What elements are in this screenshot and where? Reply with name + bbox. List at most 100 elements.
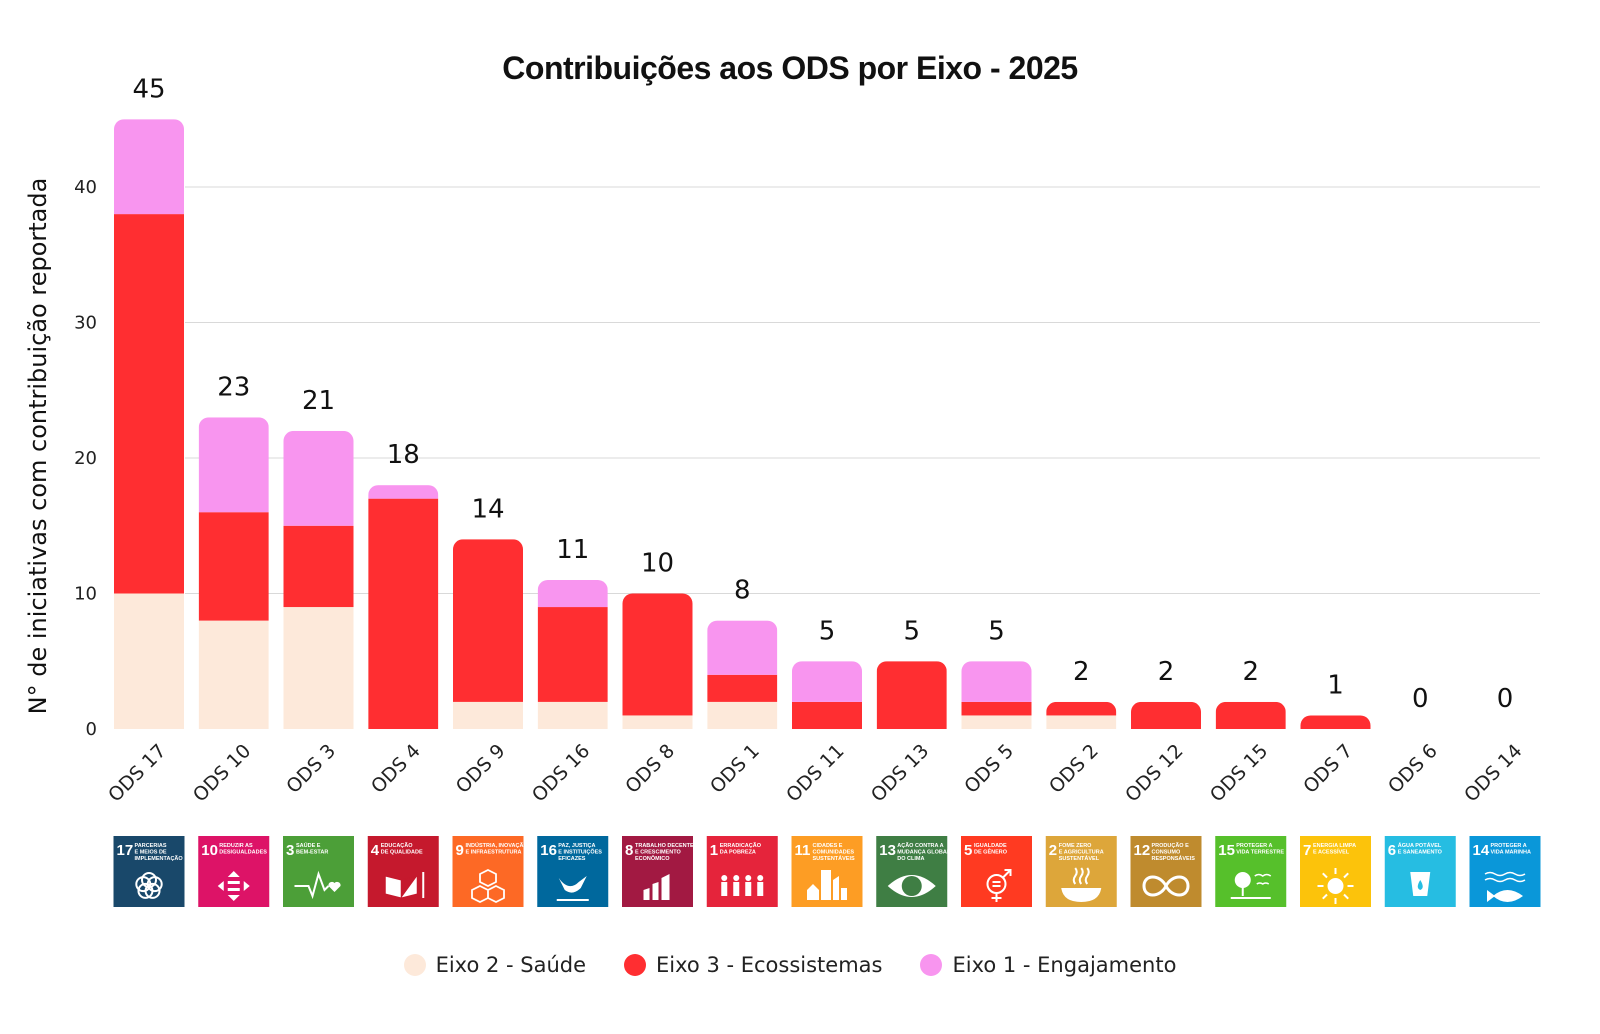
sdg-label: E AGRICULTURA (1059, 850, 1104, 856)
bar-segment (622, 715, 693, 729)
data-label: 5 (903, 616, 920, 646)
bar-segment (198, 417, 269, 513)
x-tick-label: ODS 2 (1045, 740, 1103, 798)
sdg-number: 1 (710, 842, 718, 859)
sdg-label: FOME ZERO (1059, 843, 1092, 849)
data-label: 0 (1412, 684, 1429, 714)
sdg-number: 9 (456, 842, 464, 859)
bar-ods-13 (876, 661, 947, 729)
data-label: 14 (471, 494, 504, 524)
bar-segment (537, 579, 608, 608)
bar-segment (707, 674, 778, 702)
bar-ods-7 (1300, 715, 1371, 729)
bar-segment (537, 701, 608, 729)
sdg-label: IMPLEMENTAÇÃO (135, 855, 184, 862)
y-tick-label: 0 (86, 719, 97, 740)
sdg-label: BEM-ESTAR (296, 850, 328, 856)
data-label: 2 (1073, 657, 1090, 687)
sdg-label: E INFRAESTRUTURA (466, 850, 522, 856)
sdg-label: CONSUMO (1152, 850, 1181, 856)
data-label: 10 (641, 549, 674, 579)
x-tick-label: ODS 15 (1206, 740, 1272, 806)
sdg-label: PROTEGER A (1491, 843, 1527, 849)
sdg-label: REDUZIR AS (219, 843, 253, 849)
bar-segment (198, 620, 269, 729)
sdg-label: INDÚSTRIA, INOVAÇÃO (466, 842, 529, 849)
x-tick-label: ODS 16 (528, 740, 594, 806)
sdg-label: SAÚDE E (296, 842, 321, 849)
sdg-number: 3 (286, 842, 294, 859)
data-label: 23 (217, 372, 250, 402)
bar-segment (283, 525, 354, 608)
bar-segment (283, 430, 354, 526)
x-tick-label: ODS 14 (1460, 740, 1526, 806)
sdg-label: DO CLIMA (897, 856, 924, 862)
bar-segment (283, 607, 354, 729)
sdg-number: 4 (371, 842, 380, 859)
sdg-label: VIDA TERRESTRE (1236, 850, 1284, 856)
bar-ods-11 (792, 661, 862, 729)
legend: Eixo 2 - Saúde Eixo 3 - Ecossistemas Eixo … (0, 953, 1580, 977)
bar-segment (876, 661, 947, 729)
sdg-number: 5 (964, 842, 972, 859)
sun-power-icon (1317, 868, 1354, 904)
bar-segment (537, 607, 608, 702)
data-label: 0 (1497, 684, 1514, 714)
legend-label: Eixo 3 - Ecossistemas (656, 953, 883, 977)
bar-ods-3 (283, 430, 354, 729)
equality-arrows-icon (217, 871, 250, 901)
bar-ods-12 (1131, 701, 1201, 729)
bar-segment (198, 512, 269, 621)
dove-icon (556, 876, 589, 901)
sdg-label: EDUCAÇÃO (381, 842, 414, 849)
sdg-number: 2 (1049, 842, 1057, 859)
sdg-label: E CRESCIMENTO (635, 850, 681, 856)
bar-segment (368, 498, 439, 729)
bar-segment (961, 661, 1032, 702)
sdg-label: SUSTENTÁVEIS (813, 855, 856, 862)
bars (100, 119, 1560, 743)
bar-ods-10 (198, 417, 269, 729)
bar-segment (114, 214, 184, 594)
sdg-label: PAZ, JUSTIÇA (558, 843, 595, 849)
sdg-label: ÁGUA POTÁVEL (1398, 842, 1442, 849)
y-tick-label: 40 (74, 177, 97, 198)
sdg-label: EFICAZES (558, 856, 586, 862)
data-label: 18 (387, 440, 420, 470)
legend-item[interactable]: Eixo 2 - Saúde (403, 953, 587, 977)
sdg-label: CIDADES E (813, 843, 843, 849)
sdg-number: 13 (879, 842, 896, 859)
x-tick-label: ODS 7 (1299, 740, 1357, 798)
sdg-label: DE QUALIDADE (381, 850, 423, 856)
sdg-label: DA POBREZA (720, 850, 756, 856)
bar-ods-15 (1215, 701, 1286, 729)
legend-swatch (920, 954, 943, 976)
legend-item[interactable]: Eixo 1 - Engajamento (920, 953, 1176, 977)
bar-segment (368, 485, 439, 499)
sdg-number: 10 (201, 842, 218, 859)
sdg-label: ERRADICAÇÃO (720, 842, 762, 849)
data-label: 21 (302, 386, 335, 416)
bar-segment (1300, 715, 1371, 729)
x-tick-label: ODS 13 (867, 740, 933, 806)
bar-ods-17 (114, 119, 184, 729)
data-label: 2 (1158, 657, 1175, 687)
legend-label: Eixo 2 - Saúde (435, 953, 587, 977)
sdg-label: DESIGUALDADES (219, 850, 267, 856)
sdg-number: 14 (1473, 842, 1490, 859)
sdg-label: MUDANÇA GLOBAL (897, 850, 951, 856)
book-icon (384, 872, 425, 899)
x-tick-label: ODS 9 (452, 740, 510, 798)
sdg-label: COMUNIDADES (813, 850, 855, 856)
sdg-label: E SANEAMENTO (1398, 850, 1443, 856)
legend-item[interactable]: Eixo 3 - Ecossistemas (624, 953, 882, 977)
heartbeat-icon (294, 870, 341, 900)
